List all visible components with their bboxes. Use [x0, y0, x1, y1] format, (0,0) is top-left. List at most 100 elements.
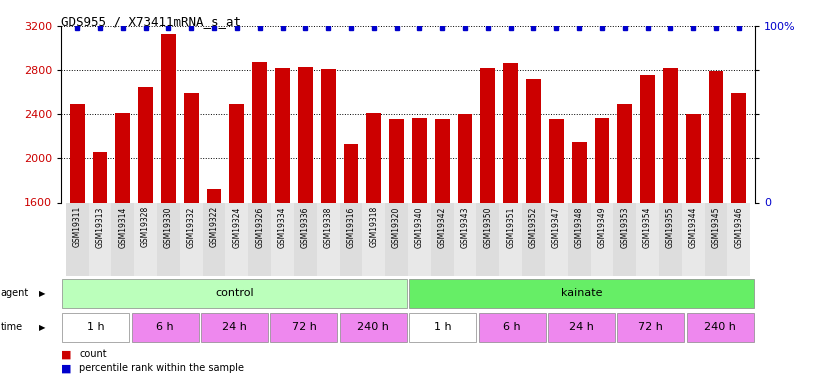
Bar — [229, 105, 244, 202]
Text: GSM19342: GSM19342 — [437, 206, 446, 248]
Text: GSM19347: GSM19347 — [552, 206, 561, 248]
Bar — [134, 202, 157, 276]
Bar — [499, 202, 522, 276]
Bar — [478, 313, 546, 342]
Text: ■: ■ — [61, 350, 75, 359]
Bar — [522, 202, 545, 276]
Bar — [339, 313, 407, 342]
Text: GSM19332: GSM19332 — [187, 206, 196, 248]
Text: percentile rank within the sample: percentile rank within the sample — [79, 363, 244, 373]
Bar — [458, 114, 472, 202]
Bar — [202, 202, 225, 276]
Bar — [595, 118, 610, 202]
Bar — [252, 62, 267, 202]
Text: 6 h: 6 h — [503, 322, 521, 332]
Bar — [366, 113, 381, 202]
Bar — [545, 202, 568, 276]
Bar — [591, 202, 614, 276]
Bar — [477, 202, 499, 276]
Text: GSM19348: GSM19348 — [574, 206, 583, 248]
Text: kainate: kainate — [561, 288, 602, 298]
Text: GSM19344: GSM19344 — [689, 206, 698, 248]
Bar — [362, 202, 385, 276]
Text: ▶: ▶ — [39, 289, 46, 298]
Text: agent: agent — [1, 288, 29, 298]
Bar — [248, 202, 271, 276]
Bar — [317, 202, 339, 276]
Bar — [727, 202, 750, 276]
Bar — [731, 93, 747, 202]
Bar — [66, 202, 89, 276]
Text: GSM19326: GSM19326 — [255, 206, 264, 248]
Text: GSM19330: GSM19330 — [164, 206, 173, 248]
Text: GSM19343: GSM19343 — [460, 206, 469, 248]
Bar — [62, 279, 407, 308]
Text: GSM19311: GSM19311 — [73, 206, 82, 248]
Bar — [409, 313, 477, 342]
Text: 1 h: 1 h — [434, 322, 451, 332]
Bar — [636, 202, 659, 276]
Text: 24 h: 24 h — [569, 322, 594, 332]
Text: GDS955 / X73411mRNA_s_at: GDS955 / X73411mRNA_s_at — [61, 15, 242, 28]
Text: GSM19354: GSM19354 — [643, 206, 652, 248]
Bar — [663, 68, 678, 203]
Bar — [659, 202, 682, 276]
Bar — [294, 202, 317, 276]
Bar — [157, 202, 180, 276]
Text: GSM19338: GSM19338 — [324, 206, 333, 248]
Text: 24 h: 24 h — [222, 322, 247, 332]
Bar — [339, 202, 362, 276]
Text: GSM19353: GSM19353 — [620, 206, 629, 248]
Bar — [548, 313, 615, 342]
Text: GSM19355: GSM19355 — [666, 206, 675, 248]
Text: GSM19352: GSM19352 — [529, 206, 538, 248]
Text: control: control — [215, 288, 254, 298]
Text: ▶: ▶ — [39, 322, 46, 332]
Text: GSM19320: GSM19320 — [392, 206, 401, 248]
Text: ■: ■ — [61, 363, 75, 373]
Bar — [385, 202, 408, 276]
Text: 240 h: 240 h — [357, 322, 389, 332]
Text: GSM19351: GSM19351 — [506, 206, 515, 248]
Bar — [225, 202, 248, 276]
Text: 1 h: 1 h — [87, 322, 104, 332]
Text: GSM19334: GSM19334 — [278, 206, 287, 248]
Text: GSM19313: GSM19313 — [95, 206, 104, 248]
Bar — [321, 69, 335, 202]
Bar — [62, 313, 130, 342]
Text: time: time — [1, 322, 23, 332]
Text: GSM19328: GSM19328 — [141, 206, 150, 248]
Bar — [686, 313, 754, 342]
Text: 6 h: 6 h — [157, 322, 174, 332]
Bar — [180, 202, 202, 276]
Text: GSM19314: GSM19314 — [118, 206, 127, 248]
Bar — [682, 202, 704, 276]
Bar — [112, 202, 134, 276]
Bar — [409, 279, 754, 308]
Text: 72 h: 72 h — [291, 322, 317, 332]
Bar — [389, 119, 404, 202]
Bar — [69, 105, 85, 202]
Bar — [481, 68, 495, 203]
Bar — [454, 202, 477, 276]
Text: GSM19350: GSM19350 — [483, 206, 492, 248]
Bar — [138, 87, 153, 202]
Bar — [708, 71, 724, 202]
Bar — [92, 152, 108, 202]
Bar — [89, 202, 112, 276]
Bar — [184, 93, 198, 202]
Text: GSM19316: GSM19316 — [347, 206, 356, 248]
Text: GSM19340: GSM19340 — [415, 206, 424, 248]
Bar — [549, 119, 564, 202]
Bar — [617, 313, 685, 342]
Bar — [640, 75, 655, 202]
Bar — [271, 202, 294, 276]
Bar — [435, 119, 450, 202]
Text: GSM19336: GSM19336 — [301, 206, 310, 248]
Bar — [206, 189, 221, 202]
Bar — [614, 202, 636, 276]
Bar — [270, 313, 338, 342]
Text: GSM19345: GSM19345 — [712, 206, 721, 248]
Bar — [408, 202, 431, 276]
Bar — [115, 113, 131, 202]
